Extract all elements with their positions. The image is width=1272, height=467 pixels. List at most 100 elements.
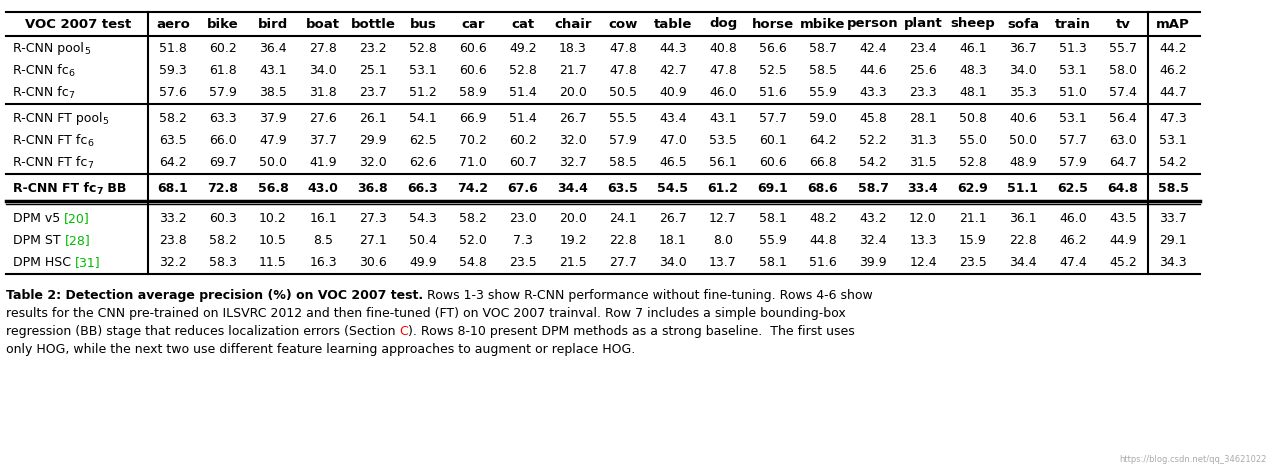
Text: 21.5: 21.5 (560, 255, 586, 269)
Text: 52.8: 52.8 (509, 64, 537, 77)
Text: 58.9: 58.9 (459, 85, 487, 99)
Text: horse: horse (752, 17, 794, 30)
Text: 37.9: 37.9 (259, 112, 287, 125)
Text: 44.2: 44.2 (1159, 42, 1187, 55)
Text: 19.2: 19.2 (560, 234, 586, 247)
Text: 20.0: 20.0 (560, 85, 586, 99)
Text: 54.1: 54.1 (410, 112, 436, 125)
Text: 60.2: 60.2 (509, 134, 537, 147)
Text: 43.0: 43.0 (308, 182, 338, 195)
Text: 10.5: 10.5 (259, 234, 287, 247)
Text: 48.9: 48.9 (1009, 156, 1037, 169)
Text: 59.3: 59.3 (159, 64, 187, 77)
Text: 37.7: 37.7 (309, 134, 337, 147)
Text: 64.2: 64.2 (159, 156, 187, 169)
Text: bike: bike (207, 17, 239, 30)
Text: 63.0: 63.0 (1109, 134, 1137, 147)
Text: 49.2: 49.2 (509, 42, 537, 55)
Text: Table 2: Detection average precision (%) on VOC 2007 test.: Table 2: Detection average precision (%)… (6, 289, 424, 302)
Text: cat: cat (511, 17, 534, 30)
Text: 27.3: 27.3 (359, 212, 387, 225)
Text: 58.1: 58.1 (759, 212, 787, 225)
Text: 58.7: 58.7 (809, 42, 837, 55)
Text: R-CNN FT fc: R-CNN FT fc (13, 182, 97, 195)
Text: 46.5: 46.5 (659, 156, 687, 169)
Text: 57.7: 57.7 (759, 112, 787, 125)
Text: only HOG, while the next two use different feature learning approaches to augmen: only HOG, while the next two use differe… (6, 343, 635, 356)
Text: 46.0: 46.0 (1060, 212, 1086, 225)
Text: 34.4: 34.4 (1009, 255, 1037, 269)
Text: 47.0: 47.0 (659, 134, 687, 147)
Text: 22.8: 22.8 (609, 234, 637, 247)
Text: 48.1: 48.1 (959, 85, 987, 99)
Text: 66.0: 66.0 (209, 134, 237, 147)
Text: 46.2: 46.2 (1060, 234, 1086, 247)
Text: 57.4: 57.4 (1109, 85, 1137, 99)
Text: [20]: [20] (65, 212, 90, 225)
Text: C: C (399, 325, 408, 338)
Text: R-CNN pool: R-CNN pool (13, 42, 84, 55)
Text: 64.8: 64.8 (1108, 182, 1138, 195)
Text: 18.1: 18.1 (659, 234, 687, 247)
Text: 26.1: 26.1 (359, 112, 387, 125)
Text: 58.5: 58.5 (609, 156, 637, 169)
Text: 35.3: 35.3 (1009, 85, 1037, 99)
Text: 66.3: 66.3 (408, 182, 439, 195)
Text: 54.8: 54.8 (459, 255, 487, 269)
Text: 58.5: 58.5 (809, 64, 837, 77)
Text: 50.5: 50.5 (609, 85, 637, 99)
Text: 44.3: 44.3 (659, 42, 687, 55)
Text: table: table (654, 17, 692, 30)
Text: 53.1: 53.1 (1060, 112, 1086, 125)
Text: 27.1: 27.1 (359, 234, 387, 247)
Text: 43.4: 43.4 (659, 112, 687, 125)
Text: 23.3: 23.3 (909, 85, 936, 99)
Text: 13.3: 13.3 (909, 234, 936, 247)
Text: mAP: mAP (1156, 17, 1189, 30)
Text: 58.3: 58.3 (209, 255, 237, 269)
Text: 53.1: 53.1 (1060, 64, 1086, 77)
Text: 57.9: 57.9 (209, 85, 237, 99)
Text: 62.5: 62.5 (1057, 182, 1089, 195)
Text: https://blog.csdn.net/qq_34621022: https://blog.csdn.net/qq_34621022 (1119, 455, 1267, 464)
Text: 25.6: 25.6 (909, 64, 937, 77)
Text: 47.4: 47.4 (1060, 255, 1086, 269)
Text: 32.2: 32.2 (159, 255, 187, 269)
Text: bottle: bottle (351, 17, 396, 30)
Text: 59.0: 59.0 (809, 112, 837, 125)
Text: sheep: sheep (950, 17, 996, 30)
Text: 12.0: 12.0 (909, 212, 937, 225)
Text: 63.5: 63.5 (159, 134, 187, 147)
Text: 26.7: 26.7 (659, 212, 687, 225)
Text: 50.0: 50.0 (1009, 134, 1037, 147)
Text: 22.8: 22.8 (1009, 234, 1037, 247)
Text: 63.5: 63.5 (608, 182, 639, 195)
Text: 46.0: 46.0 (709, 85, 736, 99)
Text: 58.7: 58.7 (857, 182, 888, 195)
Text: 52.8: 52.8 (959, 156, 987, 169)
Text: 53.1: 53.1 (410, 64, 436, 77)
Text: 56.4: 56.4 (1109, 112, 1137, 125)
Text: 64.2: 64.2 (809, 134, 837, 147)
Text: [31]: [31] (75, 255, 100, 269)
Text: 68.1: 68.1 (158, 182, 188, 195)
Text: 54.2: 54.2 (1159, 156, 1187, 169)
Text: 68.6: 68.6 (808, 182, 838, 195)
Text: 5: 5 (84, 47, 90, 56)
Text: 47.9: 47.9 (259, 134, 287, 147)
Text: 51.2: 51.2 (410, 85, 436, 99)
Text: 52.8: 52.8 (410, 42, 438, 55)
Text: 55.0: 55.0 (959, 134, 987, 147)
Text: 38.5: 38.5 (259, 85, 287, 99)
Text: 60.6: 60.6 (459, 42, 487, 55)
Text: 6: 6 (69, 69, 75, 78)
Text: 27.7: 27.7 (609, 255, 637, 269)
Text: bird: bird (258, 17, 289, 30)
Text: 23.8: 23.8 (159, 234, 187, 247)
Text: 66.9: 66.9 (459, 112, 487, 125)
Text: 16.1: 16.1 (309, 212, 337, 225)
Text: 61.8: 61.8 (209, 64, 237, 77)
Text: 54.3: 54.3 (410, 212, 436, 225)
Text: person: person (847, 17, 899, 30)
Text: 41.9: 41.9 (309, 156, 337, 169)
